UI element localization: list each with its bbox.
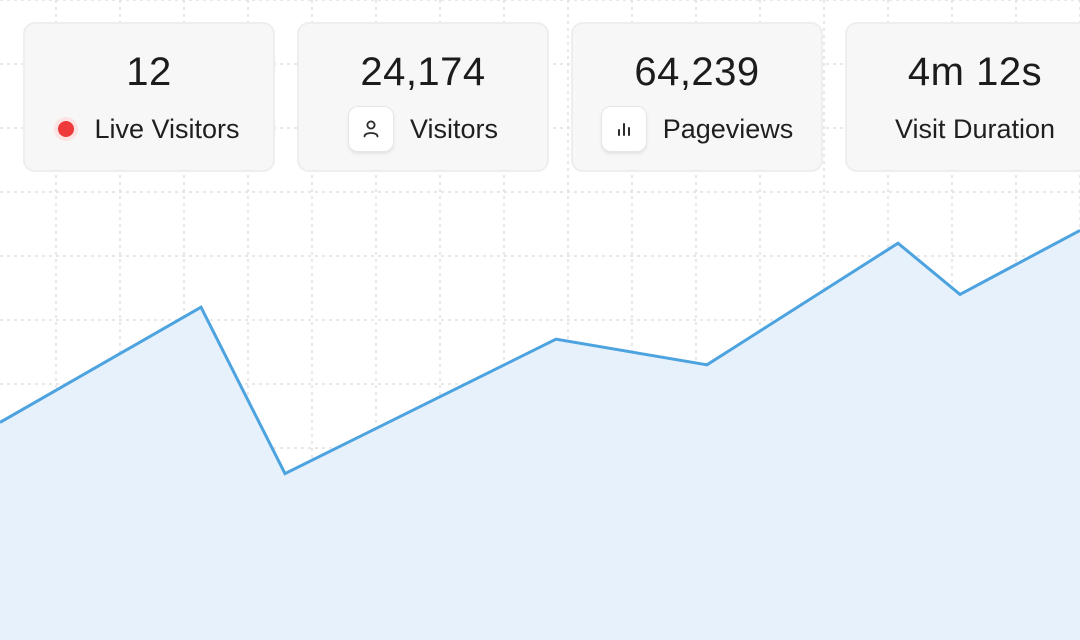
visitors-label-row: Visitors [299,106,547,152]
bar-chart-icon [600,106,647,152]
stat-card-visitors[interactable]: 24,174 Visitors [297,22,549,172]
live-visitors-value: 12 [126,50,172,94]
stat-card-visit-duration[interactable]: 4m 12s Visit Duration [845,22,1080,172]
visitors-label: Visitors [409,114,499,144]
pageviews-label: Pageviews [662,114,794,144]
live-visitors-label: Live Visitors [94,114,240,144]
live-dot-icon [58,121,75,137]
user-icon [347,106,394,152]
stat-card-live-visitors[interactable]: 12 Live Visitors [23,22,275,172]
stats-cards: 12 Live Visitors 24,174 Visitors 64,239 [0,0,1080,200]
pageviews-value: 64,239 [634,50,760,94]
visit-duration-value: 4m 12s [907,50,1043,94]
visit-duration-label: Visit Duration [894,114,1056,144]
stat-card-pageviews[interactable]: 64,239 Pageviews [571,22,823,172]
pageviews-label-row: Pageviews [573,106,821,152]
visitors-value: 24,174 [360,50,486,94]
live-visitors-label-row: Live Visitors [25,106,273,152]
visit-duration-label-row: Visit Duration [847,106,1080,152]
chart-series-line [0,229,1080,476]
chart-area-fill [0,230,1080,640]
